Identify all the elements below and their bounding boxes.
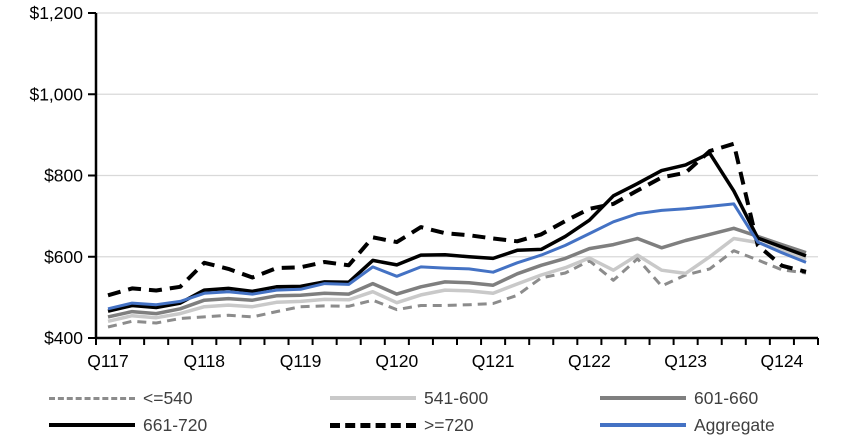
legend-item-601-660: 601-660 [600, 388, 758, 408]
legend-swatch-lte-540-dashed-line [49, 396, 135, 400]
legend-label: 541-600 [424, 388, 489, 408]
series-line-541-600 [107, 236, 807, 324]
legend-swatch-601-660-line [600, 396, 686, 400]
series-line-720 [107, 141, 807, 298]
legend-swatch-aggregate-line [600, 423, 686, 427]
series-line-aggregate [107, 202, 807, 311]
legend-swatch-661-720-line [49, 423, 135, 427]
legend-label: 661-720 [143, 415, 208, 435]
legend-label: >=720 [424, 415, 474, 435]
x-axis-tick-label: Q124 [760, 351, 803, 371]
y-axis-tick-label: $1,200 [29, 3, 83, 23]
legend-item-661-720: 661-720 [49, 415, 207, 435]
x-axis-tick-label: Q118 [184, 351, 226, 371]
x-axis-tick-label: Q121 [472, 351, 515, 371]
y-axis-tick-label: $600 [44, 247, 83, 267]
legend-label: Aggregate [694, 415, 775, 435]
legend-swatch-gte-720-dashed-line [330, 422, 416, 428]
legend-swatch-541-600-line [330, 396, 416, 400]
legend-item-lte-540: <=540 [49, 388, 193, 408]
legend-label: <=540 [143, 388, 193, 408]
x-axis-tick-label: Q120 [375, 351, 418, 371]
series-line-661-720 [107, 151, 807, 313]
payment-line-chart: $400 $600 $800 $1,000 $1,200 Q117 Q118 Q119 Q120… [29, 3, 819, 371]
y-axis-tick-label: $1,000 [29, 84, 83, 104]
y-axis-tick-label: $800 [44, 166, 83, 186]
x-axis-tick-label: Q117 [87, 351, 129, 371]
x-axis-tick-label: Q122 [568, 351, 611, 371]
legend-item-541-600: 541-600 [330, 388, 488, 408]
legend-item-aggregate: Aggregate [600, 415, 775, 435]
legend-label: 601-660 [694, 388, 759, 408]
series-line-601-660 [107, 226, 807, 319]
x-axis-tick-label: Q123 [664, 351, 707, 371]
x-axis-tick-label: Q119 [280, 351, 322, 371]
legend-item-gte-720: >=720 [330, 415, 474, 435]
y-axis-tick-label: $400 [44, 328, 83, 348]
